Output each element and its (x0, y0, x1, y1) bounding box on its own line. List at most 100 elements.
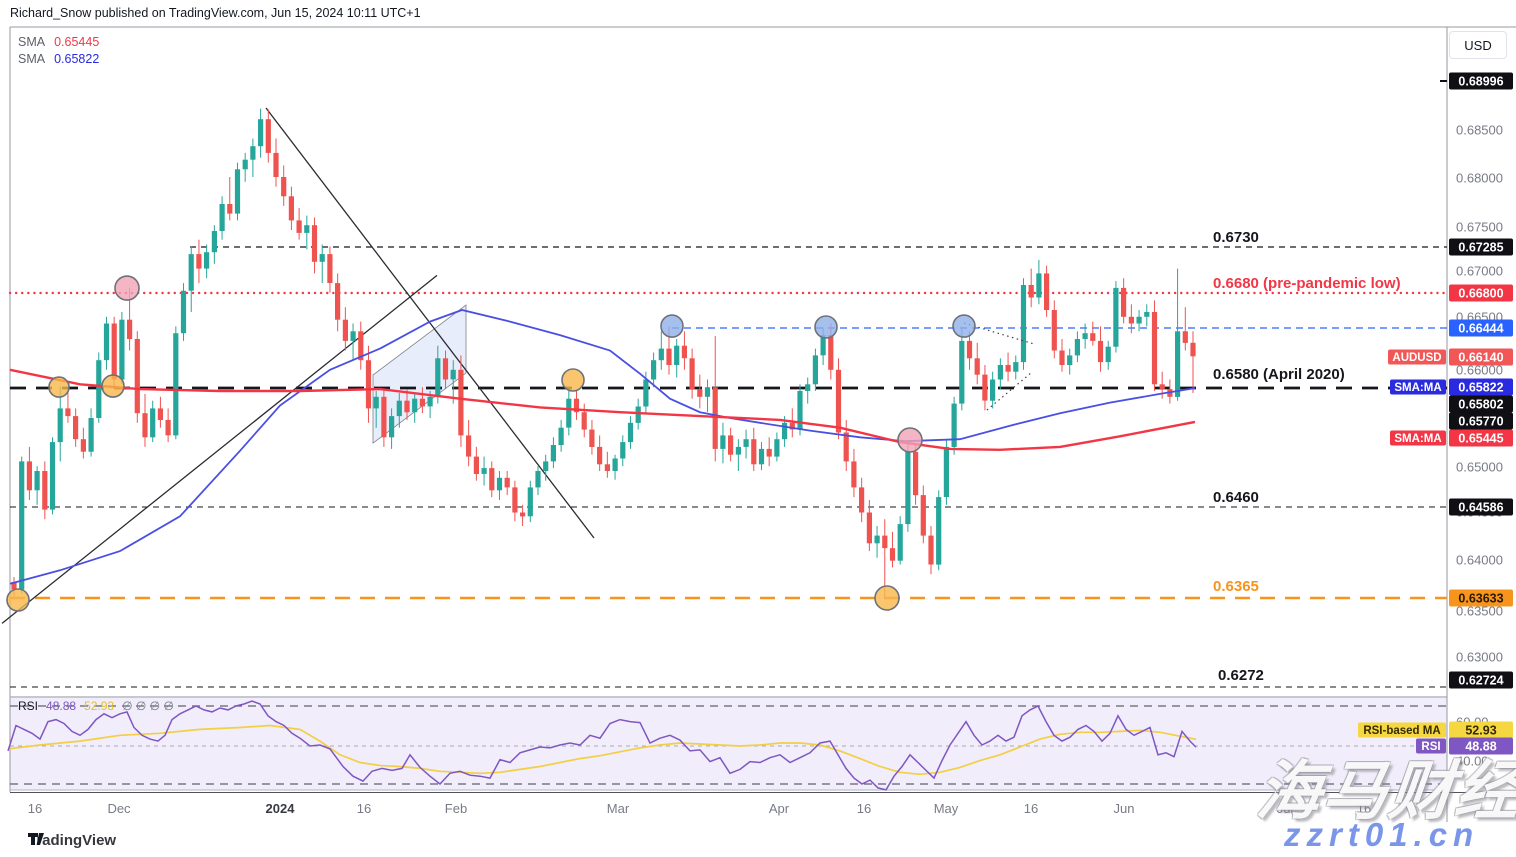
candle (1067, 348, 1073, 375)
price-axis-badge (1449, 238, 1513, 256)
candle-body (1090, 333, 1096, 341)
candle (273, 138, 279, 187)
event-marker-circle[interactable] (114, 275, 140, 301)
candle (1136, 310, 1142, 332)
tradingview-logo[interactable]: TradingView (28, 832, 116, 849)
price-axis-badge (1449, 429, 1513, 447)
price-axis-badge-value: 0.65802 (1458, 398, 1503, 412)
candle (520, 504, 526, 526)
rising-trendline[interactable] (1, 274, 438, 624)
candle-body (134, 339, 140, 414)
rsi-legend[interactable]: RSI 48.88 52.93 ∅ ∅ ∅ ∅ (18, 699, 174, 713)
rsi-ma-line[interactable] (7, 724, 1197, 776)
candle-body (897, 524, 903, 561)
event-marker-circle[interactable] (874, 585, 900, 611)
candle-body (720, 435, 726, 449)
candle-body (473, 456, 479, 474)
price-axis-badge-value: 0.62724 (1458, 674, 1503, 688)
candle-body (19, 461, 25, 590)
candle (897, 516, 903, 565)
candle-body (1097, 340, 1104, 363)
sma-legend-2[interactable]: SMA 0.65822 (18, 52, 99, 66)
candle-body (581, 412, 587, 430)
candle-body (342, 319, 348, 341)
event-marker-circle[interactable] (952, 314, 976, 338)
rsi-ma-value: 52.93 (84, 699, 115, 713)
currency-unit-button[interactable]: USD (1449, 31, 1507, 59)
level-annotation: 0.6730 (1213, 229, 1259, 246)
price-axis-badge-value: 0.66444 (1458, 322, 1503, 336)
event-marker-circle[interactable] (48, 376, 70, 398)
level-annotation: 0.6365 (1213, 578, 1259, 595)
time-axis-label: 16 (857, 801, 871, 816)
candle (57, 386, 63, 462)
price-axis-tick: 0.67500 (1456, 220, 1503, 235)
candle (812, 348, 818, 391)
candle (774, 432, 780, 462)
candle-body (774, 439, 780, 457)
candle (982, 365, 988, 411)
candle (751, 427, 757, 471)
event-marker-circle[interactable] (561, 368, 585, 392)
candle (928, 526, 934, 575)
candle (558, 419, 564, 452)
candle-body (119, 319, 125, 380)
candle (1121, 278, 1127, 324)
event-marker-circle[interactable] (101, 374, 125, 398)
candle-body (250, 146, 256, 160)
candle-body (304, 225, 310, 233)
candle-body (535, 471, 541, 488)
candle-body (874, 535, 880, 544)
event-marker-circle[interactable] (6, 588, 30, 612)
series-name-badge-label: RSI (1421, 741, 1440, 753)
candle (1044, 265, 1050, 317)
sma-legend-1[interactable]: SMA 0.65445 (18, 35, 99, 49)
candle-body (920, 495, 926, 536)
candle (473, 446, 479, 481)
candle-body (550, 445, 556, 462)
candle (959, 327, 965, 411)
series-name-badge (1390, 430, 1446, 446)
candle-body (612, 458, 618, 471)
candle-body (1136, 316, 1142, 324)
candle-body (288, 196, 294, 221)
candle-body (242, 159, 248, 170)
time-axis-label: Feb (445, 801, 467, 816)
event-marker-circle[interactable] (814, 315, 838, 339)
candle-body (666, 348, 672, 365)
candle-body (273, 152, 279, 177)
candle (1113, 281, 1119, 353)
candle-body (635, 406, 641, 423)
event-marker-circle[interactable] (660, 314, 684, 338)
candle-body (527, 487, 533, 517)
candle (1013, 355, 1019, 380)
candle (419, 387, 425, 414)
price-axis-badge (1449, 72, 1513, 90)
candle (997, 358, 1003, 390)
candle (920, 485, 926, 544)
sma-50-line[interactable] (9, 368, 1196, 452)
candle-body (211, 231, 217, 253)
candle (951, 396, 957, 455)
sma-200-line[interactable] (9, 309, 1196, 585)
pennant-dotted-line-1[interactable] (963, 322, 1035, 345)
candle-body (350, 331, 356, 341)
candle-body (766, 448, 772, 457)
candle (450, 360, 456, 404)
candle (42, 461, 48, 520)
candle (119, 312, 125, 385)
price-axis-badge-value: 48.88 (1465, 740, 1496, 754)
candle (866, 500, 872, 552)
candle-body (735, 446, 741, 455)
candle (196, 239, 202, 284)
candle (335, 273, 341, 332)
candle-body (1159, 384, 1165, 390)
event-marker-circle[interactable] (897, 427, 923, 453)
series-name-badge (1416, 738, 1446, 754)
series-name-badge (1388, 349, 1446, 365)
price-axis-badge (1449, 348, 1513, 366)
candle (720, 422, 726, 464)
falling-trendline[interactable] (265, 107, 595, 539)
rsi-line[interactable] (7, 700, 1197, 791)
